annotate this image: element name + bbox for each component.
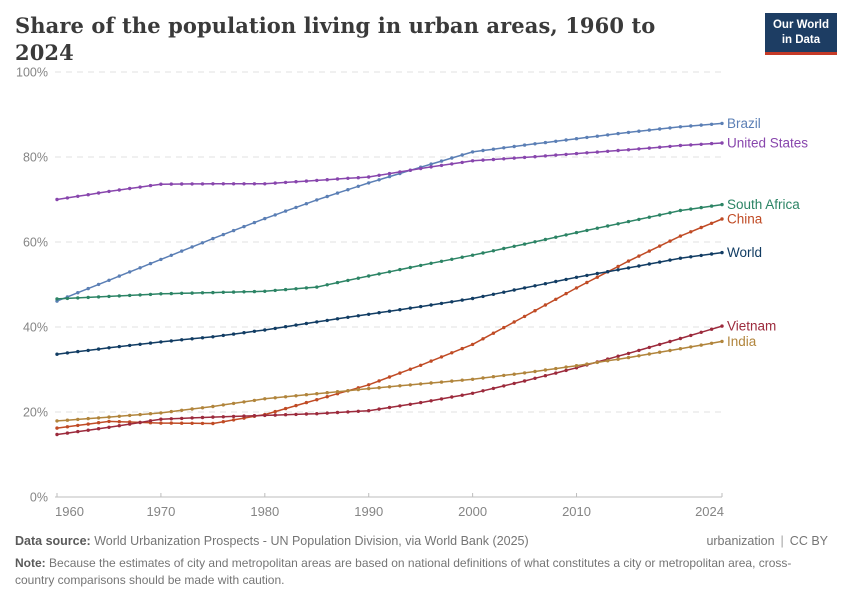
series-label-vietnam[interactable]: Vietnam — [727, 319, 776, 334]
series-line-world[interactable] — [55, 250, 724, 356]
data-source-label: Data source: — [15, 534, 91, 548]
y-tick-label: 60% — [23, 236, 48, 250]
y-tick-label: 0% — [30, 491, 48, 505]
footer-note: Note: Because the estimates of city and … — [15, 555, 820, 588]
page-title: Share of the population living in urban … — [15, 13, 656, 66]
series-line-south-africa[interactable] — [55, 202, 724, 301]
y-tick-label: 40% — [23, 321, 48, 335]
series-line-china[interactable] — [55, 217, 724, 430]
urban-share-line-chart[interactable]: 0% 20% 40% 60% 80% 100% 1960 1970 1980 1990 2000 20… — [0, 55, 850, 527]
logo-line1: Our World — [772, 19, 829, 31]
series-line-brazil[interactable] — [55, 121, 724, 303]
data-source: Data source: World Urbanization Prospect… — [15, 534, 529, 548]
footer-links: urbanization | CC BY — [706, 534, 828, 548]
series-line-india[interactable] — [55, 339, 724, 423]
data-source-text: World Urbanization Prospects - UN Popula… — [94, 534, 529, 548]
note-text: Because the estimates of city and metrop… — [15, 556, 792, 587]
series-label-china[interactable]: China — [727, 212, 763, 227]
x-tick-label: 1980 — [250, 504, 279, 519]
series-label-united-states[interactable]: United States — [727, 136, 808, 151]
series-label-brazil[interactable]: Brazil — [727, 116, 761, 131]
footer-separator: | — [780, 534, 784, 548]
series-label-india[interactable]: India — [727, 334, 757, 349]
footer-source-line: Data source: World Urbanization Prospect… — [15, 534, 828, 548]
x-tick-label: 2000 — [458, 504, 487, 519]
note-label: Note: — [15, 556, 46, 570]
series-line-united-states[interactable] — [55, 141, 724, 202]
logo-line2: in Data — [781, 33, 821, 46]
y-tick-label: 80% — [23, 151, 48, 165]
owid-logo[interactable]: Our World in Data — [764, 13, 837, 55]
series-line-vietnam[interactable] — [55, 324, 724, 437]
x-tick-label: 2010 — [562, 504, 591, 519]
x-axis: 1960 1970 1980 1990 2000 2010 2024 — [55, 493, 724, 519]
series-label-world[interactable]: World — [727, 245, 762, 260]
topic-link[interactable]: urbanization — [706, 534, 775, 548]
series-label-south-africa[interactable]: South Africa — [727, 197, 800, 212]
y-tick-label: 100% — [16, 66, 48, 80]
x-tick-label: 2024 — [695, 504, 724, 519]
license-link[interactable]: CC BY — [789, 534, 828, 548]
gridlines: 0% 20% 40% 60% 80% 100% — [16, 66, 722, 505]
x-tick-label: 1960 — [55, 504, 84, 519]
y-tick-label: 20% — [23, 406, 48, 420]
x-tick-label: 1990 — [354, 504, 383, 519]
x-tick-label: 1970 — [146, 504, 175, 519]
